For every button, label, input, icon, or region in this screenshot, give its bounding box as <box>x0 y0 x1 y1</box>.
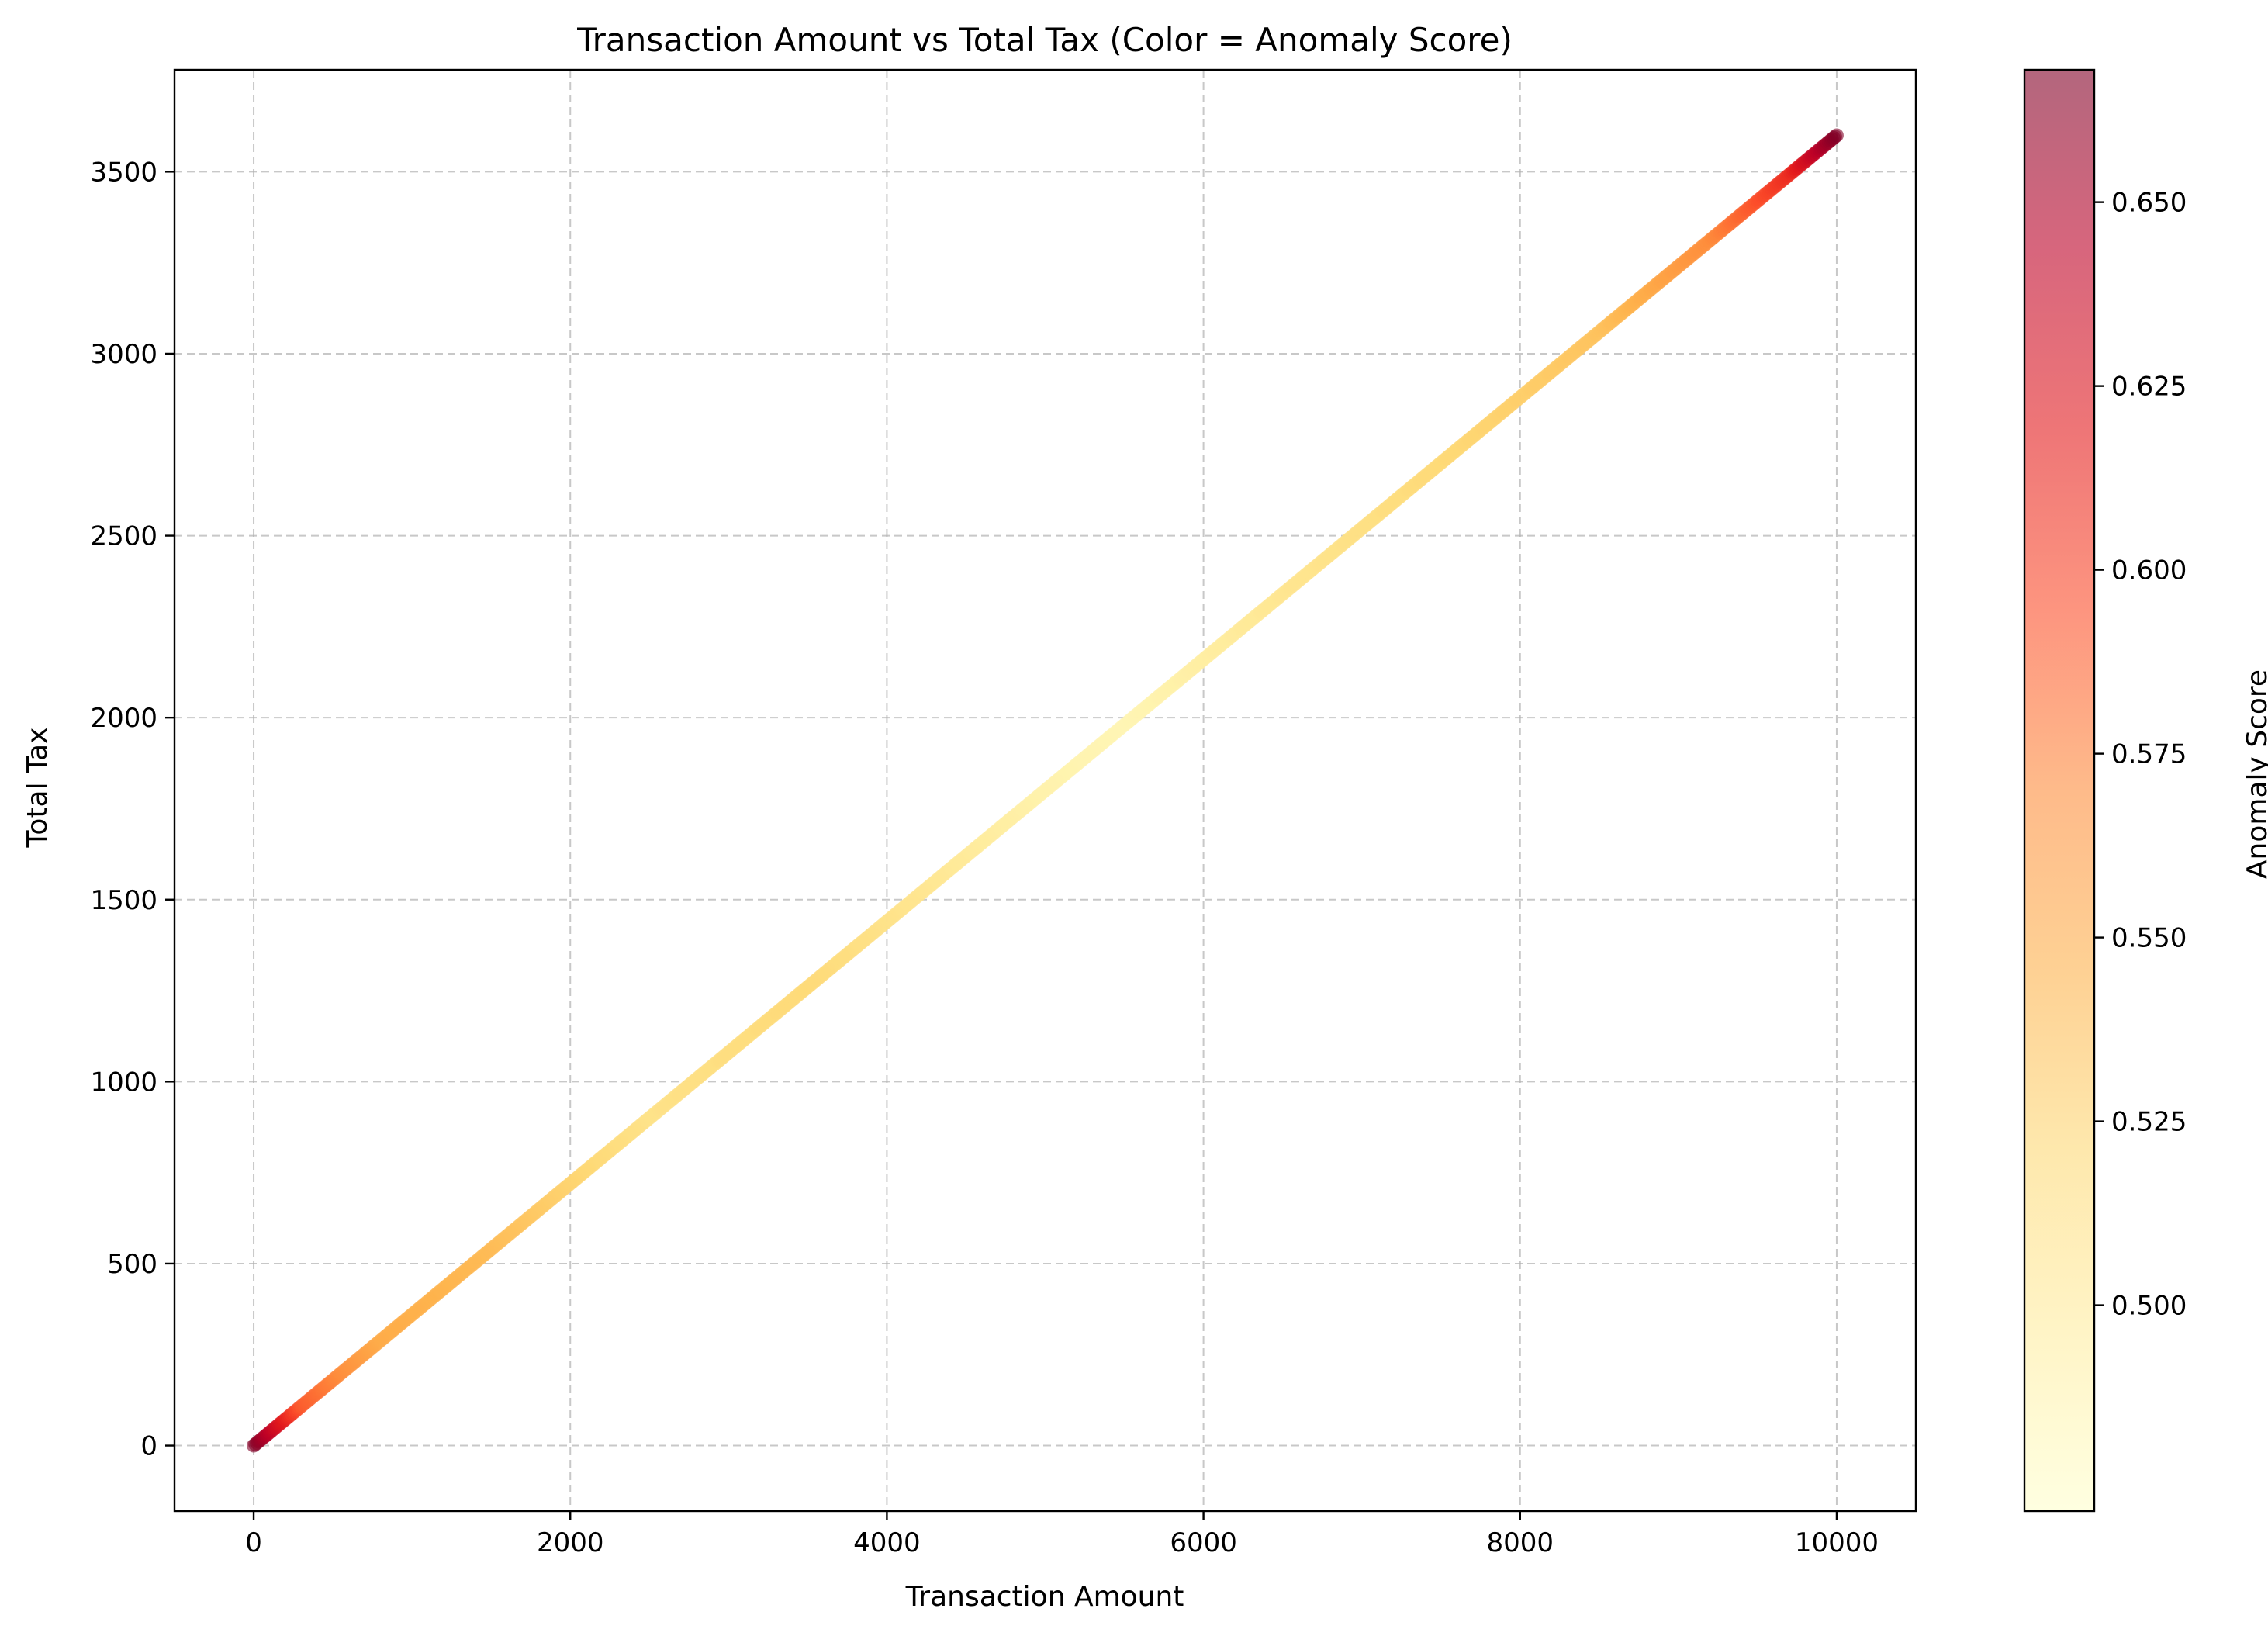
y-tick-label: 2000 <box>90 703 157 734</box>
y-axis-ticks: 0 500 1000 1500 2000 2500 3000 3500 <box>90 157 175 1462</box>
colorbar-tick-label: 0.625 <box>2111 372 2187 403</box>
y-tick-label: 0 <box>140 1431 157 1462</box>
colorbar <box>2023 68 2096 1513</box>
grid-lines <box>175 70 1916 1511</box>
x-tick-label: 2000 <box>537 1527 604 1558</box>
y-axis-label: Total Tax <box>22 728 54 849</box>
x-tick-label: 0 <box>245 1527 262 1558</box>
x-tick-label: 10000 <box>1795 1527 1879 1558</box>
colorbar-tick-label: 0.500 <box>2111 1291 2187 1322</box>
colorbar-tick-label: 0.575 <box>2111 739 2187 770</box>
scatter-points <box>247 128 1844 1453</box>
colorbar-tick-label: 0.600 <box>2111 555 2187 586</box>
colorbar-tick-label: 0.525 <box>2111 1107 2187 1138</box>
colorbar-label: Anomaly Score <box>2242 669 2268 879</box>
x-tick-label: 6000 <box>1170 1527 1237 1558</box>
y-tick-label: 3000 <box>90 339 157 370</box>
y-tick-label: 1500 <box>90 885 157 916</box>
scatter-point <box>1829 128 1844 143</box>
x-axis-ticks: 0 2000 4000 6000 8000 10000 <box>245 1511 1879 1558</box>
plot-frame <box>173 68 1917 1513</box>
chart-title: Transaction Amount vs Total Tax (Color =… <box>576 21 1513 59</box>
x-tick-label: 8000 <box>1487 1527 1554 1558</box>
x-tick-label: 4000 <box>853 1527 921 1558</box>
y-tick-label: 3500 <box>90 157 157 188</box>
colorbar-tick-label: 0.650 <box>2111 188 2187 219</box>
y-tick-label: 500 <box>107 1249 157 1280</box>
colorbar-ticks: 0.500 0.525 0.550 0.575 0.600 0.625 0.650 <box>2094 188 2187 1322</box>
colorbar-tick-label: 0.550 <box>2111 923 2187 954</box>
x-axis-label: Transaction Amount <box>905 1581 1184 1613</box>
y-tick-label: 1000 <box>90 1067 157 1098</box>
y-tick-label: 2500 <box>90 521 157 552</box>
